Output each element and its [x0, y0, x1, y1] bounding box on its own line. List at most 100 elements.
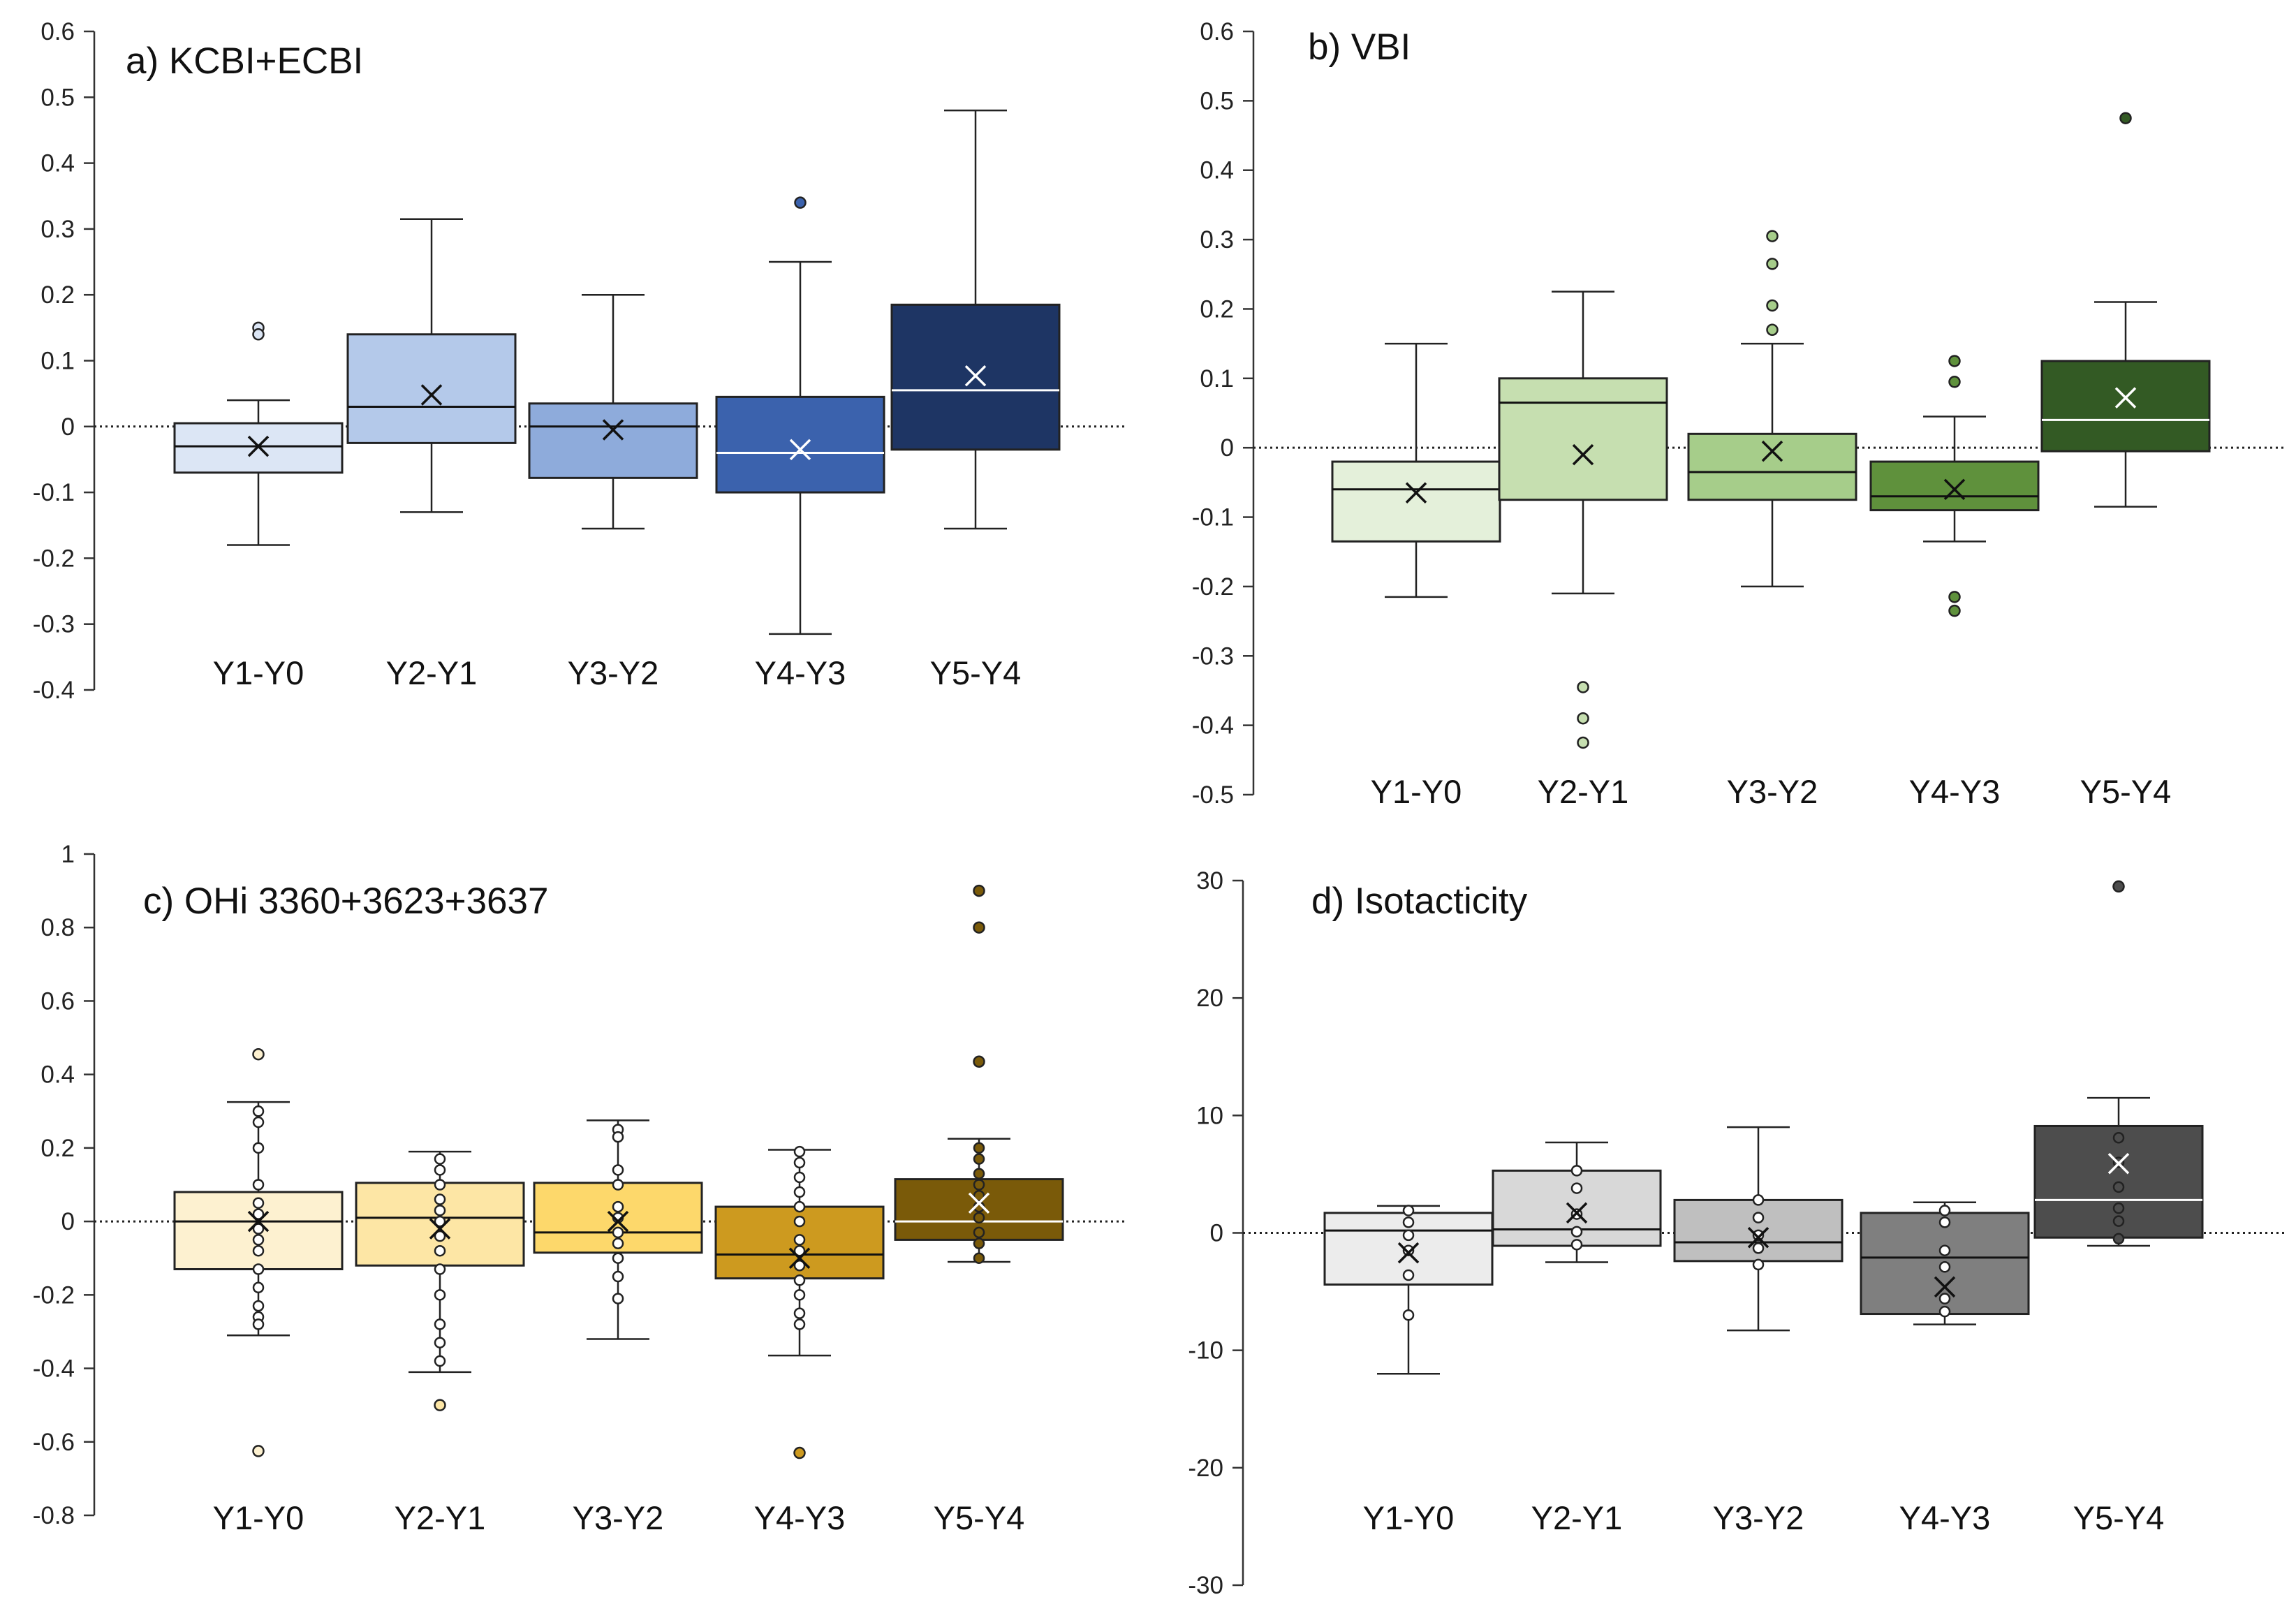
- y-tick-label: -0.8: [33, 1502, 75, 1529]
- y-tick-label: 0.2: [41, 281, 75, 309]
- y-tick-label: 0.6: [41, 18, 75, 45]
- y-tick-label: 0: [61, 1208, 75, 1235]
- box-y1-y0: [173, 1047, 344, 1457]
- box-iqr: [1498, 377, 1668, 501]
- outlier-point: [794, 196, 807, 209]
- y-tick-label: -20: [1188, 1455, 1223, 1482]
- data-point: [1570, 1226, 1583, 1238]
- mean-marker: [788, 1247, 811, 1269]
- data-point: [1752, 1229, 1765, 1242]
- data-point: [252, 1223, 265, 1235]
- box-iqr: [1687, 432, 1857, 501]
- y-tick-label: 10: [1196, 1102, 1223, 1129]
- outlier-point: [1948, 355, 1961, 367]
- mean-marker: [602, 419, 624, 441]
- mean-marker: [2107, 1153, 2130, 1175]
- data-point: [434, 1164, 446, 1176]
- outlier-point: [973, 1055, 985, 1068]
- outlier-point: [1766, 299, 1779, 312]
- data-point: [612, 1226, 624, 1239]
- data-point: [434, 1215, 446, 1228]
- outlier-point: [252, 1445, 265, 1457]
- mean-marker: [964, 365, 987, 387]
- data-point: [793, 1244, 806, 1257]
- mean-marker: [420, 384, 443, 406]
- box-iqr: [715, 395, 885, 494]
- box-y2-y1: [346, 218, 517, 513]
- data-point: [1402, 1269, 1415, 1281]
- data-point: [793, 1215, 806, 1228]
- y-tick-label: 0.2: [1200, 295, 1234, 323]
- y-tick-label: 0.1: [41, 348, 75, 375]
- data-point: [793, 1145, 806, 1158]
- box-y1-y0: [1323, 1205, 1494, 1375]
- outlier-point: [434, 1399, 446, 1411]
- data-point: [252, 1179, 265, 1191]
- data-point: [252, 1234, 265, 1246]
- y-tick-label: -30: [1188, 1572, 1223, 1599]
- box-y3-y2: [1687, 230, 1857, 588]
- data-point: [1402, 1244, 1415, 1256]
- box-y1-y0: [1331, 342, 1501, 598]
- data-point: [1938, 1305, 1951, 1318]
- y-tick-label: 0.5: [1200, 87, 1234, 115]
- mean-marker: [429, 1218, 451, 1240]
- mean-marker: [1405, 482, 1427, 504]
- data-point: [612, 1164, 624, 1176]
- mean-marker: [1747, 1226, 1769, 1249]
- data-point: [434, 1153, 446, 1165]
- outlier-point: [1948, 604, 1961, 617]
- data-point: [1402, 1309, 1415, 1321]
- y-tick-label: -0.2: [33, 545, 75, 572]
- outlier-point: [793, 1446, 806, 1459]
- y-tick-label: 1: [61, 841, 75, 868]
- outlier-point: [973, 884, 985, 897]
- y-tick-label: 0: [61, 413, 75, 441]
- data-point: [2112, 1132, 2125, 1144]
- x-category-label: Y2-Y1: [1531, 1499, 1623, 1536]
- data-point: [1752, 1212, 1765, 1223]
- outlier-point: [973, 921, 985, 934]
- x-category-label: Y4-Y3: [754, 1499, 846, 1536]
- y-tick-label: 0.8: [41, 914, 75, 941]
- x-category-label: Y1-Y0: [213, 654, 304, 691]
- y-tick-label: -0.3: [1192, 642, 1234, 670]
- data-point: [1570, 1239, 1583, 1251]
- box-y3-y2: [528, 293, 698, 530]
- box-y5-y4: [2040, 112, 2211, 508]
- data-point: [973, 1190, 985, 1202]
- outlier-point: [1948, 376, 1961, 388]
- data-point: [612, 1131, 624, 1143]
- data-point: [612, 1200, 624, 1213]
- y-tick-label: -0.2: [33, 1281, 75, 1309]
- data-point: [973, 1153, 985, 1165]
- data-point: [252, 1281, 265, 1294]
- data-point: [2112, 1202, 2125, 1214]
- panel-title: c) OHi 3360+3623+3637: [143, 881, 549, 922]
- data-point: [252, 1116, 265, 1128]
- data-point: [1752, 1242, 1765, 1254]
- data-point: [252, 1300, 265, 1312]
- outlier-point: [252, 328, 265, 341]
- y-tick-label: -0.1: [1192, 504, 1234, 531]
- chart-panel-3: -0.8 -0.6 -0.4 -0.2 0 0.2 0.4 0.6 0.8 1 c) OHi 336…: [33, 841, 1126, 1536]
- data-point: [612, 1252, 624, 1264]
- y-tick-label: -0.2: [1192, 573, 1234, 601]
- box-iqr: [528, 402, 698, 479]
- box-y5-y4: [2033, 880, 2204, 1247]
- data-point: [252, 1244, 265, 1257]
- y-tick-label: -0.4: [33, 1355, 75, 1383]
- data-point: [434, 1337, 446, 1348]
- data-point: [434, 1318, 446, 1330]
- chart-panel-1: -0.4 -0.3 -0.2 -0.1 0 0.1 0.2 0.3 0.4 0.5 0.6 a) KC…: [33, 18, 1126, 704]
- box-y3-y2: [1673, 1126, 1844, 1332]
- box-y5-y4: [890, 109, 1061, 530]
- y-tick-label: -0.1: [33, 479, 75, 506]
- data-point: [434, 1244, 446, 1257]
- data-point: [1938, 1261, 1951, 1273]
- data-point: [1938, 1205, 1951, 1216]
- x-category-label: Y3-Y2: [568, 654, 659, 691]
- data-point: [1570, 1165, 1583, 1177]
- y-tick-label: 20: [1196, 985, 1223, 1012]
- data-point: [434, 1230, 446, 1242]
